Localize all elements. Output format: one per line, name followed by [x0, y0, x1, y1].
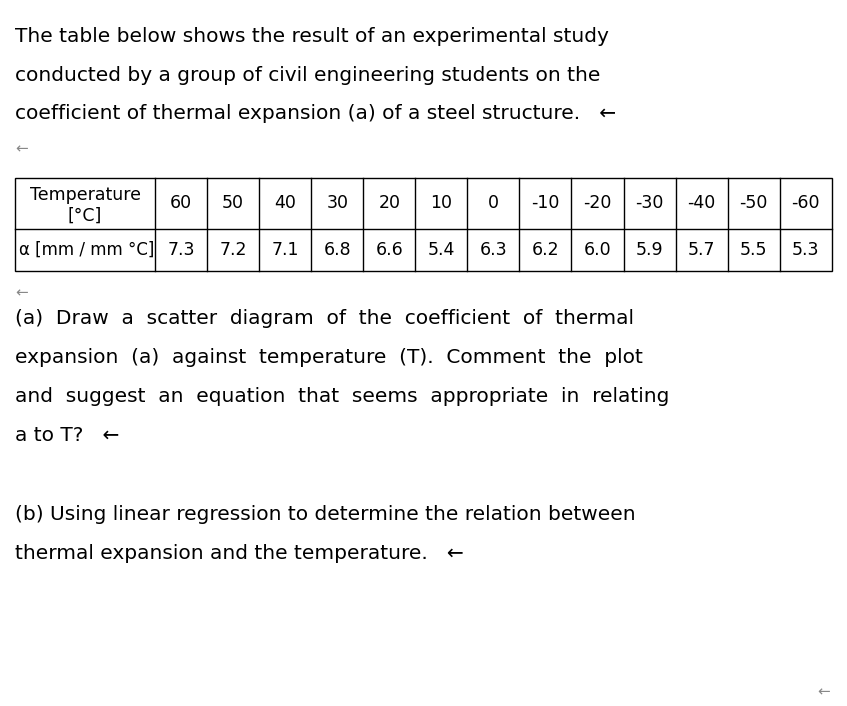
Text: ←: ← — [15, 285, 28, 300]
Text: 6.8: 6.8 — [324, 241, 351, 259]
Text: 6.6: 6.6 — [375, 241, 403, 259]
Text: -10: -10 — [531, 194, 560, 213]
Text: 10: 10 — [430, 194, 452, 213]
Text: -60: -60 — [791, 194, 820, 213]
Text: 7.1: 7.1 — [271, 241, 299, 259]
Text: -50: -50 — [739, 194, 768, 213]
Text: 7.2: 7.2 — [219, 241, 246, 259]
Text: 5.9: 5.9 — [636, 241, 663, 259]
Text: α [mm / mm °C]: α [mm / mm °C] — [19, 241, 155, 259]
Text: and  suggest  an  equation  that  seems  appropriate  in  relating: and suggest an equation that seems appro… — [15, 387, 670, 406]
Text: ←: ← — [15, 141, 28, 156]
Text: Temperature: Temperature — [30, 186, 141, 204]
Text: 60: 60 — [170, 194, 192, 213]
Text: 40: 40 — [274, 194, 296, 213]
Text: -40: -40 — [688, 194, 716, 213]
Text: 30: 30 — [326, 194, 348, 213]
Text: expansion  (a)  against  temperature  (T).  Comment  the  plot: expansion (a) against temperature (T). C… — [15, 348, 643, 367]
Text: coefficient of thermal expansion (a) of a steel structure.   ←: coefficient of thermal expansion (a) of … — [15, 104, 617, 124]
Text: 6.0: 6.0 — [584, 241, 612, 259]
Text: 5.4: 5.4 — [428, 241, 455, 259]
Text: thermal expansion and the temperature.   ←: thermal expansion and the temperature. ← — [15, 544, 464, 563]
Text: conducted by a group of civil engineering students on the: conducted by a group of civil engineerin… — [15, 66, 601, 85]
Text: [°C]: [°C] — [68, 207, 102, 225]
Text: (b) Using linear regression to determine the relation between: (b) Using linear regression to determine… — [15, 505, 636, 525]
Text: 6.3: 6.3 — [479, 241, 507, 259]
Text: 20: 20 — [379, 194, 401, 213]
Text: The table below shows the result of an experimental study: The table below shows the result of an e… — [15, 27, 609, 46]
Bar — [15, 178, 832, 271]
Text: 5.3: 5.3 — [792, 241, 820, 259]
Text: 5.7: 5.7 — [688, 241, 716, 259]
Text: 50: 50 — [222, 194, 244, 213]
Text: -20: -20 — [584, 194, 612, 213]
Text: -30: -30 — [635, 194, 664, 213]
Text: 7.3: 7.3 — [167, 241, 195, 259]
Text: ←: ← — [817, 685, 830, 700]
Text: 6.2: 6.2 — [532, 241, 559, 259]
Text: a to T?   ←: a to T? ← — [15, 426, 119, 445]
Text: (a)  Draw  a  scatter  diagram  of  the  coefficient  of  thermal: (a) Draw a scatter diagram of the coeffi… — [15, 309, 634, 328]
Text: 0: 0 — [488, 194, 499, 213]
Text: 5.5: 5.5 — [740, 241, 767, 259]
